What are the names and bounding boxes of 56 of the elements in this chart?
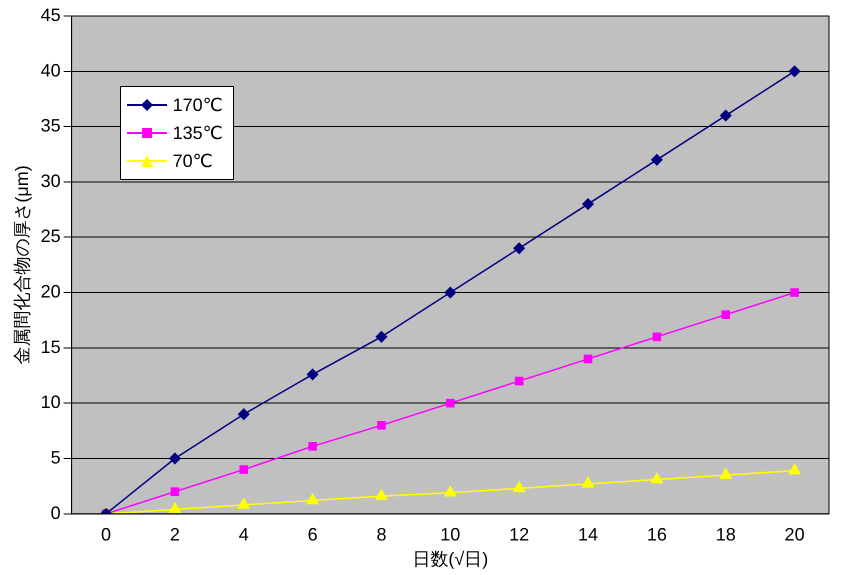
point [513,242,525,254]
y-tick-label: 40 [40,60,61,80]
point [650,472,663,484]
point [444,286,456,298]
point [582,198,594,210]
x-tick-label: 14 [578,524,598,545]
y-tick-label: 20 [40,282,61,302]
y-tick-label: 0 [50,502,61,523]
point [788,66,800,78]
point [308,442,317,451]
point [168,502,181,514]
point [238,408,250,420]
point [582,477,594,488]
y-tick-label: 25 [40,226,61,246]
x-tick-label: 6 [308,524,318,545]
legend-label: 170℃ [172,94,223,116]
x-axis-title: 日数(√日) [412,549,488,570]
point [444,486,456,497]
x-tick-label: 2 [170,524,180,545]
x-tick-label: 0 [101,524,112,545]
point [651,154,663,166]
y-tick-label: 5 [50,447,61,468]
point [170,487,180,496]
point [513,482,526,492]
y-tick-label: 30 [40,170,61,191]
point [376,489,388,500]
point [652,332,662,342]
point [721,310,730,319]
y-tick-label: 15 [40,336,61,357]
point [446,398,455,408]
x-tick-label: 20 [784,524,805,545]
y-tick-label: 45 [40,4,61,25]
x-tick-label: 4 [238,524,249,545]
point [169,452,181,464]
x-tick-label: 8 [376,524,386,545]
y-tick-label: 10 [40,392,61,412]
point [306,368,318,380]
y-tick-label: 35 [40,116,61,136]
point [790,288,799,297]
x-tick-label: 12 [509,524,530,545]
point [788,464,801,474]
x-tick-label: 10 [440,524,460,545]
point [514,376,524,386]
point [306,494,319,504]
point [238,498,250,509]
point [584,354,592,364]
point [377,421,386,430]
x-tick-label: 18 [716,524,736,545]
point [720,110,732,122]
point [376,331,388,343]
x-tick-label: 16 [646,524,667,545]
y-axis-title: 金属間化合物の厚さ(μm) [12,165,32,365]
legend-label: 135℃ [172,122,223,144]
point [239,465,248,474]
point [720,468,732,479]
legend-label: 70℃ [172,150,213,172]
